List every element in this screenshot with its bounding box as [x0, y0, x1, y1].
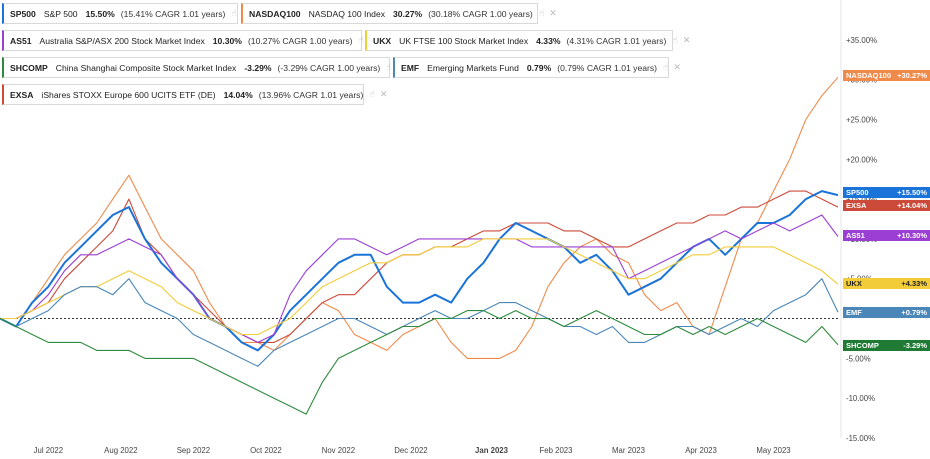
- x-tick-label: Mar 2023: [612, 446, 645, 455]
- x-tick-label: Jul 2022: [34, 446, 63, 455]
- series-line-shcomp: [0, 310, 839, 415]
- series-line-as51: [0, 214, 839, 343]
- legend-item-sp500[interactable]: SP500 S&P 500 15.50% (15.41% CAGR 1.01 year…: [2, 3, 249, 24]
- hide-series-icon[interactable]: ☝: [663, 62, 669, 72]
- series-line-nasdaq100: [0, 76, 839, 359]
- legend-item-nasdaq100[interactable]: NASDAQ100 NASDAQ 100 Index 30.27% (30.18% C…: [241, 3, 557, 24]
- x-tick-label: Oct 2022: [250, 446, 282, 455]
- series-lines: [0, 76, 839, 415]
- end-label-symbol: SHCOMP: [846, 341, 879, 350]
- hide-series-icon[interactable]: ☝: [386, 62, 392, 72]
- legend-item-shcomp[interactable]: SHCOMP China Shanghai Composite Stock Mar…: [2, 57, 404, 78]
- y-tick-label: +25.00%: [846, 115, 877, 124]
- legend-0-cagr: (15.41% CAGR 1.01 years): [120, 8, 226, 19]
- legend-5-name: Emerging Markets Fund: [427, 62, 519, 73]
- x-tick-label: Nov 2022: [322, 446, 355, 455]
- x-tick-label: Sep 2022: [177, 446, 210, 455]
- x-tick-label: Aug 2022: [104, 446, 137, 455]
- x-tick-label: Apr 2023: [685, 446, 717, 455]
- close-icon[interactable]: ✕: [673, 62, 682, 72]
- end-label-emf: EMF +0.79%: [843, 307, 930, 318]
- end-label-shcomp: SHCOMP -3.29%: [843, 340, 930, 351]
- close-icon[interactable]: ✕: [549, 8, 557, 18]
- hide-series-icon[interactable]: ☝: [369, 89, 375, 99]
- legend-6-pct: 14.04%: [223, 89, 253, 100]
- end-label-value: +30.27%: [897, 71, 927, 80]
- close-icon[interactable]: ✕: [379, 89, 388, 99]
- legend-2-name: Australia S&P/ASX 200 Stock Market Index: [39, 35, 205, 46]
- end-label-symbol: EXSA: [846, 201, 867, 210]
- x-tick-label: Jan 2023: [475, 446, 509, 455]
- series-line-emf: [0, 278, 839, 367]
- end-label-value: +4.33%: [901, 279, 927, 288]
- x-axis-tick-labels: Jul 2022 Aug 2022 Sep 2022 Oct 2022 Nov 2022…: [34, 446, 791, 455]
- end-label-as51: AS51 +10.30%: [843, 230, 930, 241]
- legend-5-symbol: EMF: [401, 62, 420, 73]
- legend-0-pct: 15.50%: [85, 8, 115, 19]
- end-label-symbol: AS51: [846, 231, 865, 240]
- end-label-sp500: SP500 +15.50%: [843, 187, 930, 198]
- x-tick-label: Dec 2022: [394, 446, 427, 455]
- y-tick-label: +20.00%: [846, 155, 877, 164]
- legend-0-symbol: SP500: [10, 8, 36, 19]
- y-tick-label: +35.00%: [846, 36, 877, 45]
- legend-6-cagr: (13.96% CAGR 1.01 years): [258, 89, 364, 100]
- close-icon[interactable]: ✕: [682, 35, 691, 45]
- legend-1-pct: 30.27%: [393, 8, 423, 19]
- end-label-value: +14.04%: [897, 201, 927, 210]
- end-label-value: +15.50%: [897, 188, 927, 197]
- legend-3-pct: 4.33%: [536, 35, 561, 46]
- y-tick-label: -5.00%: [846, 354, 871, 363]
- end-label-exsa: EXSA +14.04%: [843, 200, 930, 211]
- end-label-value: +10.30%: [897, 231, 927, 240]
- legend-1-name: NASDAQ 100 Index: [308, 8, 386, 19]
- legend-2-symbol: AS51: [10, 35, 32, 46]
- end-label-symbol: NASDAQ100: [846, 71, 892, 80]
- hide-series-icon[interactable]: ☝: [538, 8, 545, 18]
- legend-3-symbol: UKX: [373, 35, 392, 46]
- legend-item-emf[interactable]: EMF Emerging Markets Fund 0.79% (0.79% CAGR…: [393, 57, 681, 78]
- legend-6-symbol: EXSA: [10, 89, 34, 100]
- y-tick-label: -15.00%: [846, 434, 875, 443]
- end-label-nasdaq100: NASDAQ100 +30.27%: [843, 70, 930, 81]
- legend-item-ukx[interactable]: UKX UK FTSE 100 Stock Market Index 4.33% (4…: [365, 30, 690, 51]
- legend-5-cagr: (0.79% CAGR 1.01 years): [557, 62, 658, 73]
- legend-4-pct: -3.29%: [244, 62, 272, 73]
- end-label-value: -3.29%: [903, 341, 927, 350]
- hide-series-icon[interactable]: ☝: [672, 35, 678, 45]
- y-tick-label: -10.00%: [846, 394, 875, 403]
- end-label-value: +0.79%: [901, 308, 927, 317]
- legend-3-cagr: (4.31% CAGR 1.01 years): [566, 35, 667, 46]
- legend-0-name: S&P 500: [43, 8, 78, 19]
- y-tick-label: +15.00%: [846, 195, 877, 204]
- legend-item-exsa[interactable]: EXSA iShares STOXX Europe 600 UCITS ETF (…: [2, 84, 387, 105]
- legend-6-name: iShares STOXX Europe 600 UCITS ETF (DE): [41, 89, 216, 100]
- series-line-exsa: [0, 190, 839, 343]
- series-line-ukx: [0, 238, 839, 336]
- end-label-symbol: SP500: [846, 188, 869, 197]
- hide-series-icon[interactable]: ☝: [231, 8, 237, 18]
- legend-5-pct: 0.79%: [526, 62, 552, 73]
- legend-2-cagr: (10.27% CAGR 1.00 years): [247, 35, 353, 46]
- legend-4-symbol: SHCOMP: [10, 62, 48, 73]
- x-tick-label: Feb 2023: [540, 446, 573, 455]
- legend-4-name: China Shanghai Composite Stock Market In…: [55, 62, 237, 73]
- end-label-symbol: UKX: [846, 279, 862, 288]
- legend-4-cagr: (-3.29% CAGR 1.00 years): [277, 62, 381, 73]
- end-label-symbol: EMF: [846, 308, 862, 317]
- end-label-ukx: UKX +4.33%: [843, 278, 930, 289]
- hide-series-icon[interactable]: ☝: [358, 35, 365, 45]
- legend-1-symbol: NASDAQ100: [249, 8, 301, 19]
- x-tick-label: May 2023: [756, 446, 790, 455]
- legend-2-pct: 10.30%: [212, 35, 242, 46]
- legend-1-cagr: (30.18% CAGR 1.00 years): [428, 8, 533, 19]
- legend-item-as51[interactable]: AS51 Australia S&P/ASX 200 Stock Market I…: [2, 30, 377, 51]
- legend-3-name: UK FTSE 100 Stock Market Index: [399, 35, 529, 46]
